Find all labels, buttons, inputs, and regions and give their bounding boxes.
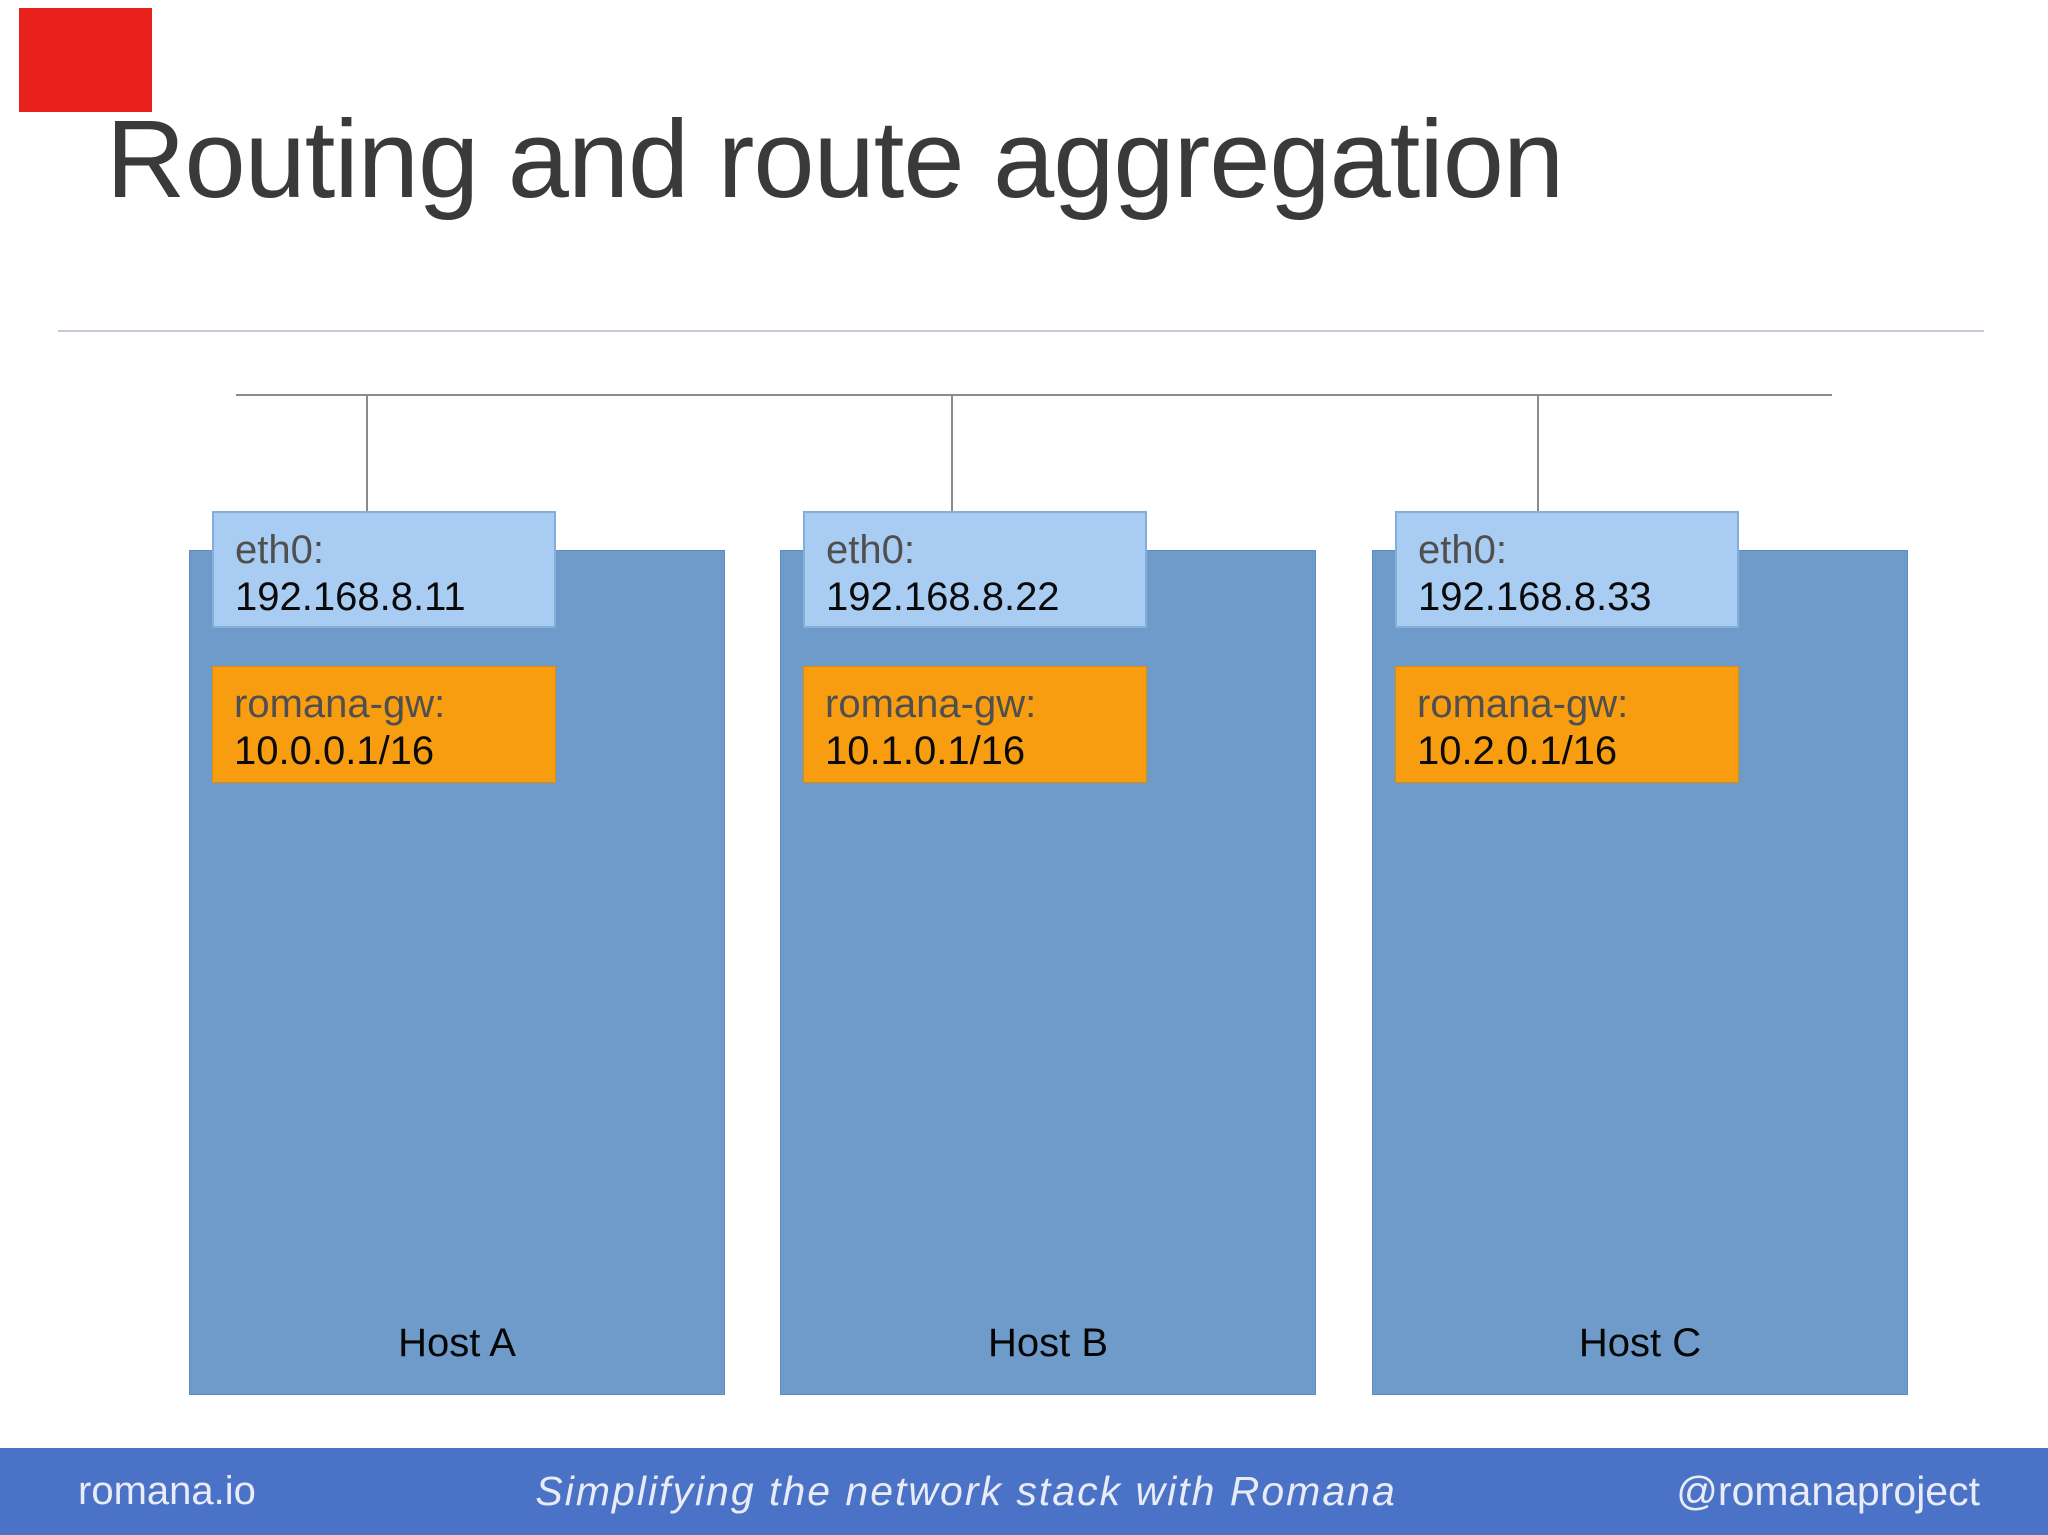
host-c-romana-gw-tag: romana-gw: 10.2.0.1/16: [1395, 666, 1739, 783]
host-b-eth0-tag: eth0: 192.168.8.22: [803, 511, 1147, 628]
footer-site-label: romana.io: [78, 1469, 256, 1513]
drop-line-host-c: [1537, 394, 1539, 516]
host-b-eth0-ip: 192.168.8.22: [826, 575, 1060, 620]
host-a-gw-label: romana-gw:: [234, 682, 446, 726]
host-b-eth0-label: eth0:: [826, 528, 915, 572]
host-a-gw-cidr: 10.0.0.1/16: [234, 729, 435, 774]
host-a-romana-gw-tag: romana-gw: 10.0.0.1/16: [212, 666, 556, 783]
slide-title: Routing and route aggregation: [106, 98, 1564, 221]
host-c-eth0-label: eth0:: [1418, 528, 1507, 572]
host-b-romana-gw-tag: romana-gw: 10.1.0.1/16: [803, 666, 1147, 783]
title-divider-rule: [58, 330, 1984, 332]
host-a-eth0-ip: 192.168.8.11: [235, 575, 466, 620]
host-c-gw-label: romana-gw:: [1417, 682, 1629, 726]
host-c-gw-cidr: 10.2.0.1/16: [1417, 729, 1618, 774]
host-c-name-label: Host C: [1578, 1321, 1702, 1365]
host-b-gw-cidr: 10.1.0.1/16: [825, 729, 1026, 774]
footer-tagline: Simplifying the network stack with Roman…: [535, 1468, 1397, 1514]
host-a-name-label: Host A: [398, 1321, 516, 1365]
host-c-eth0-tag: eth0: 192.168.8.33: [1395, 511, 1739, 628]
network-bus-line: [236, 394, 1832, 396]
host-b-gw-label: romana-gw:: [825, 682, 1037, 726]
host-b-name-label: Host B: [987, 1321, 1109, 1365]
red-corner-flag: [19, 8, 152, 112]
footer-bar: romana.io Simplifying the network stack …: [0, 1448, 2048, 1535]
host-c-eth0-ip: 192.168.8.33: [1418, 575, 1652, 620]
host-a-eth0-tag: eth0: 192.168.8.11: [212, 511, 556, 628]
host-a-eth0-label: eth0:: [235, 528, 324, 572]
footer-twitter-handle: @romanaproject: [1676, 1468, 1980, 1514]
drop-line-host-b: [951, 394, 953, 516]
drop-line-host-a: [366, 394, 368, 516]
